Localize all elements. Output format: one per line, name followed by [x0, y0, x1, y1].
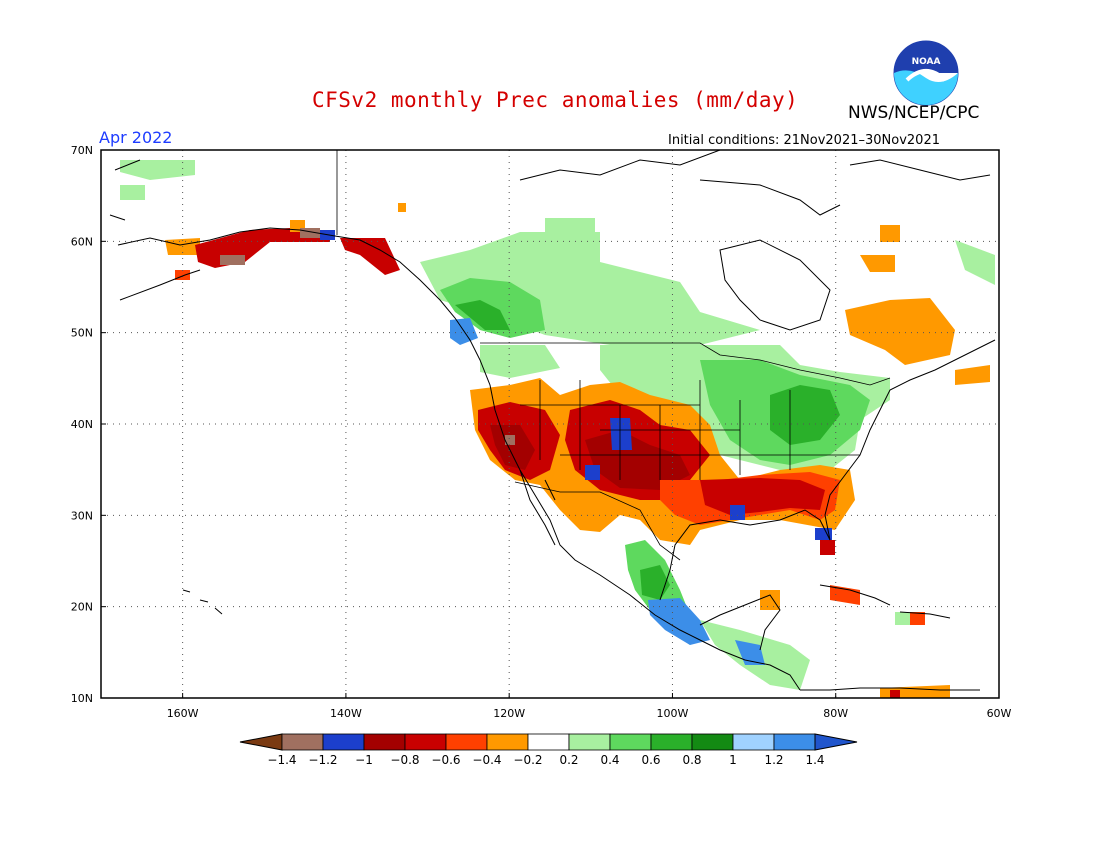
anomaly-region [880, 225, 900, 242]
colorbar: −1.4 −1.2 −1 −0.8 −0.6 −0.4 −0.2 0.2 0.4 0.6 0.8 1 1… [239, 733, 858, 767]
anomaly-region [490, 425, 535, 470]
anomaly-region [760, 590, 780, 610]
colorbar-swatch [527, 733, 570, 751]
anomaly-region [955, 240, 995, 285]
alaska-coast [109, 159, 801, 691]
colorbar-tick-label: 1.4 [805, 753, 824, 767]
colorbar-over-arrow [814, 733, 858, 751]
lat-tick-label: 20N [71, 601, 93, 614]
anomaly-region [120, 185, 145, 200]
lon-tick-label: 100W [657, 707, 689, 720]
south-america [800, 687, 980, 691]
colorbar-tick-label: −1.4 [267, 753, 296, 767]
anomaly-region [820, 540, 835, 555]
coastlines [109, 150, 996, 691]
axes: 70N 60N 50N 40N 30N 20N 10N 160W 140W 120W 100W 80W… [71, 144, 1012, 720]
colorbar-tick-label: −0.2 [513, 753, 542, 767]
chart-title: CFSv2 monthly Prec anomalies (mm/day) [312, 88, 799, 112]
colorbar-tick-label: −0.8 [390, 753, 419, 767]
noaa-logo-text: NOAA [912, 57, 941, 67]
colorbar-tick-label: 0.4 [600, 753, 619, 767]
colorbar-swatch [404, 733, 447, 751]
colorbar-tick-label: −0.6 [431, 753, 460, 767]
anomaly-region [340, 238, 400, 275]
anomaly-region [398, 203, 406, 212]
colorbar-tick-label: 0.8 [682, 753, 701, 767]
anomaly-region [455, 300, 510, 330]
anomaly-region [505, 435, 515, 445]
state-lines [520, 380, 860, 480]
colorbar-tick-label: −0.4 [472, 753, 501, 767]
anomaly-region [895, 612, 910, 625]
anomaly-region [220, 255, 245, 265]
lon-tick-label: 160W [167, 707, 199, 720]
colorbar-swatch [650, 733, 693, 751]
colorbar-swatch [691, 733, 734, 751]
anomaly-shading [120, 160, 995, 698]
cuba [819, 584, 891, 606]
anomaly-region [585, 465, 600, 480]
anomaly-region [480, 345, 560, 378]
colorbar-tick-label: −1.2 [308, 753, 337, 767]
agency-label: NWS/NCEP/CPC [848, 103, 980, 123]
gulf-coast [659, 339, 996, 601]
anomaly-region [890, 690, 900, 698]
anomaly-region [648, 598, 710, 645]
anomaly-region [830, 585, 860, 605]
graticule [101, 150, 999, 698]
arctic-islands [519, 150, 991, 216]
colorbar-swatch [609, 733, 652, 751]
anomaly-region [120, 160, 195, 180]
us-canada-border [336, 150, 891, 386]
colorbar-swatch [486, 733, 529, 751]
borders [336, 150, 891, 561]
lat-tick-label: 60N [71, 235, 93, 248]
colorbar-tick-label: 1 [729, 753, 737, 767]
colorbar-tick-label: 0.2 [559, 753, 578, 767]
aleutians [119, 269, 201, 301]
hawaii [182, 589, 223, 615]
colorbar-swatch [568, 733, 611, 751]
lat-tick-label: 10N [71, 692, 93, 705]
anomaly-region [610, 418, 632, 450]
anomaly-region [585, 430, 690, 490]
colorbar-tick-label: 1.2 [764, 753, 783, 767]
lat-tick-label: 30N [71, 509, 93, 522]
lat-tick-label: 70N [71, 144, 93, 157]
anomaly-region [845, 298, 955, 365]
anomaly-region [545, 218, 595, 240]
lat-tick-label: 40N [71, 418, 93, 431]
colorbar-swatch [281, 733, 324, 751]
colorbar-tick-label: 0.6 [641, 753, 660, 767]
colorbar-swatch [773, 733, 816, 751]
colorbar-swatch [363, 733, 406, 751]
anomaly-region [860, 255, 895, 272]
lon-tick-label: 80W [823, 707, 848, 720]
lon-tick-label: 120W [493, 707, 525, 720]
colorbar-under-arrow [239, 733, 283, 751]
lon-tick-label: 60W [987, 707, 1012, 720]
anomaly-region [955, 365, 990, 385]
forecast-month: Apr 2022 [99, 128, 173, 147]
us-mexico-border [514, 481, 681, 561]
anomaly-region [730, 505, 745, 520]
lat-tick-label: 50N [71, 327, 93, 340]
anomaly-region [910, 612, 925, 625]
noaa-logo: NOAA [893, 40, 959, 106]
colorbar-swatch [322, 733, 365, 751]
colorbar-swatch [445, 733, 488, 751]
hudson-bay [719, 239, 831, 331]
lon-tick-label: 140W [330, 707, 362, 720]
colorbar-swatch [732, 733, 775, 751]
colorbar-tick-label: −1 [355, 753, 373, 767]
anomaly-region [770, 385, 840, 445]
initial-conditions: Initial conditions: 21Nov2021–30Nov2021 [668, 133, 940, 148]
hispaniola [899, 611, 951, 619]
yucatan [699, 594, 781, 651]
